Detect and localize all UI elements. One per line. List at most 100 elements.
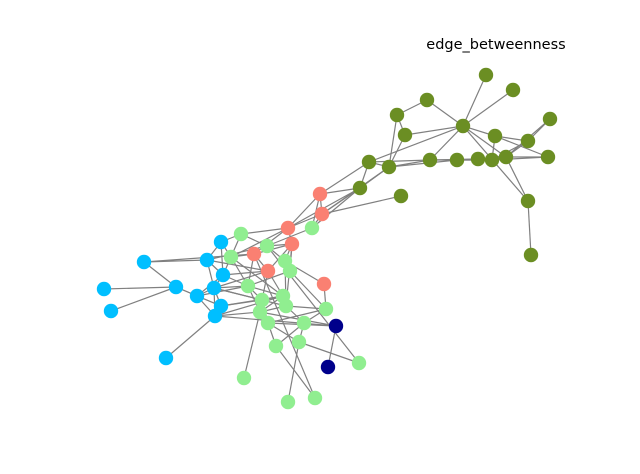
graph-node-olive	[389, 107, 405, 123]
graph-node-lightgreen	[304, 220, 320, 236]
graph-edge	[243, 311, 261, 379]
graph-node-olive	[455, 118, 471, 134]
graph-node-lightgreen	[280, 394, 296, 410]
graph-node-lightgreen	[223, 249, 239, 265]
graph-node-lightgreen	[291, 334, 307, 350]
graph-node-olive	[381, 159, 397, 175]
graph-node-lightgreen	[260, 315, 276, 331]
graph-node-olive	[361, 154, 377, 170]
graph-edge	[110, 286, 177, 312]
graph-edge	[426, 99, 464, 127]
graph-node-skyblue	[213, 234, 229, 250]
graph-node-skyblue	[206, 280, 222, 296]
graph-node-olive	[505, 82, 521, 98]
graph-edge	[388, 114, 398, 168]
graph-node-salmon	[314, 206, 330, 222]
graph-node-salmon	[312, 186, 328, 202]
graph-node-lightgreen	[296, 315, 312, 331]
graph-node-skyblue	[158, 350, 174, 366]
graph-edge	[311, 187, 361, 229]
graph-node-skyblue	[189, 288, 205, 304]
graph-node-olive	[419, 92, 435, 108]
graph-node-salmon	[260, 263, 276, 279]
graph-node-olive	[542, 111, 558, 127]
graph-edge	[368, 125, 464, 163]
graph-edge	[527, 200, 532, 256]
graph-node-lightgreen	[278, 298, 294, 314]
graph-node-olive	[520, 133, 536, 149]
graph-edge	[429, 125, 464, 161]
graph-node-olive	[449, 152, 465, 168]
graph-node-lightgreen	[252, 304, 268, 320]
graph-edge	[287, 193, 321, 229]
graph-edge	[214, 295, 284, 317]
graph-node-navy	[328, 318, 344, 334]
graph-node-skyblue	[96, 281, 112, 297]
graph-node-lightgreen	[351, 355, 367, 371]
graph-edge	[259, 311, 337, 327]
graph-edge	[462, 125, 507, 158]
graph-node-lightgreen	[307, 390, 323, 406]
graph-node-olive	[478, 67, 494, 83]
graph-node-olive	[520, 193, 536, 209]
graph-edge	[206, 259, 269, 272]
graph-node-skyblue	[168, 279, 184, 295]
graph-edge	[287, 341, 300, 403]
graph-node-lightgreen	[268, 338, 284, 354]
graph-edge	[462, 89, 514, 127]
graph-edge	[213, 270, 269, 289]
graph-node-olive	[397, 127, 413, 143]
node-layer	[96, 67, 558, 410]
graph-edge	[321, 195, 402, 215]
graph-edge	[240, 227, 289, 235]
graph-edge	[230, 256, 284, 297]
graph-node-lightgreen	[233, 226, 249, 242]
graph-node-salmon	[284, 236, 300, 252]
graph-edge	[220, 295, 284, 307]
graph-node-olive	[422, 152, 438, 168]
graph-edge	[275, 345, 316, 399]
graph-edge	[214, 315, 337, 327]
graph-node-olive	[484, 152, 500, 168]
graph-node-skyblue	[103, 303, 119, 319]
graph-node-olive	[487, 128, 503, 144]
graph-node-navy	[320, 359, 336, 375]
graph-node-olive	[470, 151, 486, 167]
graph-edge	[103, 286, 177, 290]
graph-edge	[388, 159, 458, 168]
graph-edge	[247, 270, 291, 287]
graph-node-salmon	[246, 246, 262, 262]
graph-edge	[253, 253, 316, 399]
graph-edge	[298, 341, 360, 364]
graph-edge	[213, 287, 287, 307]
graph-edge	[404, 125, 464, 136]
graph-node-lightgreen	[259, 238, 275, 254]
graph-node-salmon	[280, 220, 296, 236]
graph-edge	[319, 161, 370, 195]
graph-edge	[266, 227, 313, 247]
graph-node-olive	[352, 180, 368, 196]
graph-edge	[143, 259, 208, 263]
graph-node-skyblue	[136, 254, 152, 270]
graph-node-skyblue	[215, 267, 231, 283]
graph-node-lightgreen	[318, 301, 334, 317]
graph-edge	[289, 270, 327, 310]
graph-edge	[222, 270, 269, 276]
graph-edge	[165, 315, 216, 359]
graph-edge	[368, 159, 431, 163]
graph-node-olive	[498, 149, 514, 165]
graph-edge	[462, 74, 487, 127]
graph-node-lightgreen	[282, 263, 298, 279]
graph-node-olive	[523, 247, 539, 263]
graph-node-skyblue	[199, 252, 215, 268]
graph-edge	[196, 285, 249, 297]
graph-node-olive	[393, 188, 409, 204]
graph-edge	[505, 156, 529, 202]
graph-node-salmon	[316, 276, 332, 292]
graph-node-olive	[540, 149, 556, 165]
graph-edge	[494, 135, 549, 158]
graph-title: edge_betweenness	[426, 37, 565, 53]
graph-edge	[214, 311, 261, 317]
graph-node-lightgreen	[240, 278, 256, 294]
